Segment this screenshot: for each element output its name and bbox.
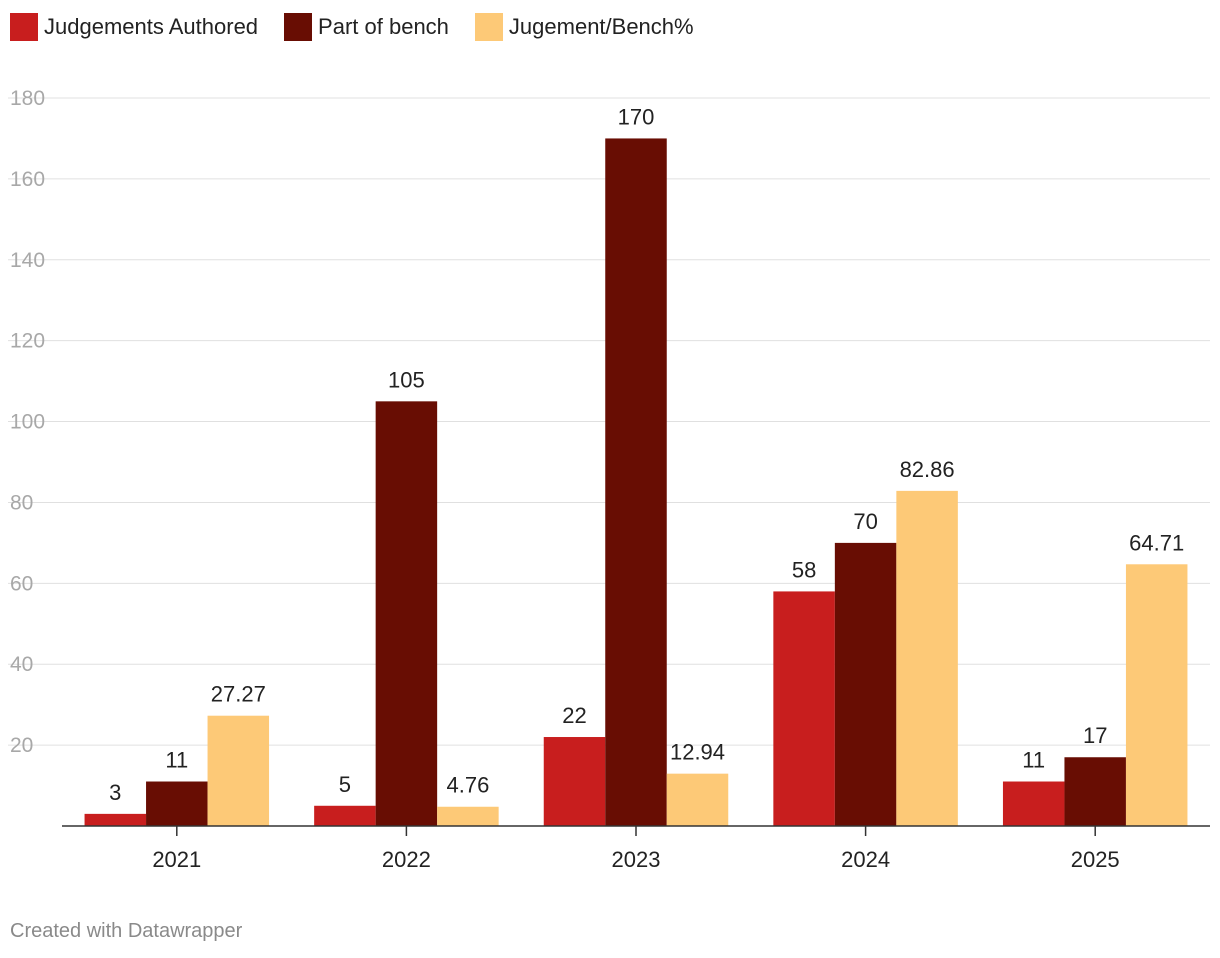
legend-item-judgement-bench-percent: Jugement/Bench% <box>474 13 694 41</box>
bar <box>375 401 438 826</box>
data-label: 82.86 <box>900 457 955 482</box>
bar <box>207 715 270 826</box>
x-tick-label: 2025 <box>1071 847 1120 872</box>
bar <box>84 813 147 826</box>
x-tick-label: 2021 <box>152 847 201 872</box>
bar <box>834 542 897 826</box>
legend-label-judgement-bench-percent: Jugement/Bench% <box>508 14 694 39</box>
data-label: 70 <box>853 509 877 534</box>
data-label: 11 <box>1022 748 1045 773</box>
x-tick-label: 2024 <box>841 847 890 872</box>
y-tick-label: 60 <box>10 572 33 595</box>
bar <box>896 490 958 826</box>
bar <box>605 138 667 826</box>
y-tick-label: 40 <box>10 653 33 676</box>
bar <box>1125 564 1188 826</box>
legend-item-judgements-authored: Judgements Authored <box>10 13 258 41</box>
bar <box>146 781 208 826</box>
data-label: 11 <box>165 748 188 773</box>
bar <box>314 805 376 826</box>
legend: Judgements Authored Part of bench Jugeme… <box>10 12 720 42</box>
data-label: 22 <box>562 703 586 728</box>
bar <box>1064 757 1126 826</box>
data-label: 27.27 <box>211 682 266 707</box>
y-tick-label: 120 <box>10 330 45 353</box>
legend-label-part-of-bench: Part of bench <box>318 14 449 39</box>
data-label: 170 <box>618 104 655 129</box>
data-label: 3 <box>109 780 121 805</box>
legend-swatch-part-of-bench <box>284 13 313 41</box>
y-tick-label: 140 <box>10 249 45 272</box>
data-label: 58 <box>792 557 816 582</box>
data-label: 12.94 <box>670 740 725 765</box>
legend-swatch-judgement-bench-percent <box>474 13 503 41</box>
y-tick-label: 20 <box>10 734 33 757</box>
data-label: 4.76 <box>446 773 489 798</box>
data-label: 17 <box>1083 723 1107 748</box>
bar <box>666 773 729 826</box>
bar <box>437 806 499 826</box>
bar-chart: 20 40 60 80 100 120 140 160 180 3 11 27.27 2021 5 105 4… <box>8 87 1210 872</box>
y-tick-label: 160 <box>10 168 45 191</box>
data-label: 5 <box>339 772 351 797</box>
x-tick-label: 2023 <box>612 847 661 872</box>
legend-label-judgements-authored: Judgements Authored <box>44 14 259 39</box>
bar <box>543 737 606 826</box>
legend-swatch-judgements-authored <box>10 13 38 41</box>
data-label: 105 <box>388 367 425 392</box>
bar <box>773 591 835 826</box>
x-tick-label: 2022 <box>382 847 431 872</box>
data-label: 64.71 <box>1129 530 1184 555</box>
y-tick-label: 80 <box>10 491 33 514</box>
y-tick-label: 100 <box>10 411 45 434</box>
legend-item-part-of-bench: Part of bench <box>284 13 449 41</box>
y-tick-label: 180 <box>10 87 45 110</box>
bar <box>1002 781 1065 826</box>
footer-credit: Created with Datawrapper <box>10 920 243 942</box>
